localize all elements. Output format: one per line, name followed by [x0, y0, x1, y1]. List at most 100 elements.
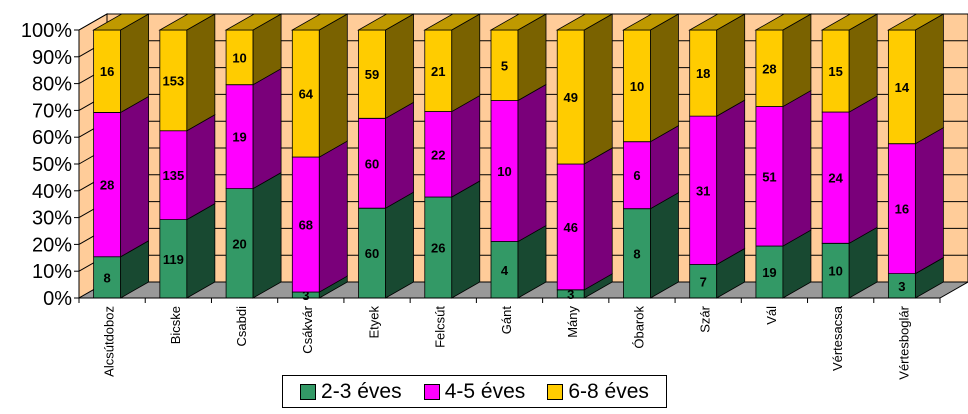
data-label: 14	[895, 80, 910, 95]
y-tick-label: 80%	[32, 74, 72, 96]
data-label: 7	[700, 274, 707, 289]
bar-stack: 7 31 18	[688, 13, 747, 299]
y-tick-label: 90%	[32, 47, 72, 69]
x-tick-label: Mány	[565, 306, 580, 338]
data-label: 31	[696, 183, 710, 198]
x-axis-tick-labels: Alcsútdoboz Bicske Csabdi Csákvár Etyek Felcs…	[102, 305, 912, 379]
data-label: 10	[497, 164, 511, 179]
bar-segment: 18	[688, 13, 747, 117]
data-label: 10	[828, 264, 842, 279]
bar-segment: 51	[755, 89, 812, 247]
data-label: 60	[365, 156, 379, 171]
bar-top	[489, 13, 548, 31]
bar-segment: 4	[490, 224, 547, 299]
legend-label-4-5: 4-5 éves	[444, 379, 526, 403]
data-label: 59	[365, 67, 379, 82]
x-tick-label: Etyek	[366, 306, 381, 339]
bar-segment: 68	[291, 140, 348, 293]
data-label: 64	[299, 87, 314, 102]
legend-item-6-8: 6-8 éves	[547, 380, 649, 404]
bar-side	[318, 13, 348, 158]
gridline	[78, 13, 968, 31]
bar-stack: 3 16 14	[886, 13, 945, 299]
bar-side	[120, 13, 150, 114]
bar-top	[820, 13, 879, 31]
bar-side	[583, 147, 613, 291]
data-label: 49	[563, 90, 577, 105]
data-label: 28	[762, 61, 776, 76]
y-tick-label: 10%	[32, 261, 72, 283]
bars: 8281611913515320191036864606059262221410…	[92, 13, 945, 303]
bar-side	[650, 13, 679, 143]
bar-segment: 10	[490, 83, 547, 243]
data-label: 10	[232, 50, 246, 65]
legend-label-2-3: 2-3 éves	[321, 379, 402, 403]
data-label: 21	[431, 64, 445, 79]
data-label: 18	[696, 66, 710, 81]
x-tick-label: Alcsútdoboz	[102, 306, 117, 377]
bar-stack: 20 19 10	[224, 13, 283, 299]
bar-stack: 19 51 28	[754, 13, 813, 299]
bar-side	[848, 13, 878, 113]
bar-side	[451, 13, 481, 113]
bar-top	[290, 13, 349, 31]
data-label: 3	[567, 287, 574, 302]
bar-segment: 21	[423, 13, 482, 113]
bar-stack: 8 6 10	[621, 13, 680, 299]
bar-side	[583, 13, 613, 165]
x-tick-label: Csabdi	[234, 306, 249, 347]
bar-top	[886, 13, 945, 31]
data-label: 119	[163, 252, 184, 267]
bar-side	[385, 191, 414, 299]
data-label: 3	[302, 288, 309, 303]
bar-segment: 31	[689, 99, 746, 266]
x-tick-label: Vál	[764, 306, 779, 325]
bar-side	[186, 114, 216, 221]
bar-side	[914, 127, 944, 275]
data-label: 8	[103, 270, 110, 285]
bar-segment: 60	[358, 101, 414, 209]
bar-side	[650, 191, 679, 299]
bar-top	[621, 13, 680, 31]
bar-top	[92, 13, 151, 31]
x-tick-label: Gánt	[499, 306, 514, 335]
legend-label-6-8: 6-8 éves	[568, 379, 649, 403]
data-label: 28	[100, 178, 114, 193]
bar-top	[357, 13, 416, 31]
bar-segment: 3	[291, 275, 348, 303]
data-label: 15	[828, 64, 842, 79]
data-label: 8	[633, 246, 640, 261]
bar-segment: 5	[489, 13, 548, 102]
y-tick-label: 100%	[21, 20, 72, 42]
bar-top	[555, 13, 614, 31]
y-axis-tick-labels: 0% 10% 20% 30% 40% 50% 60% 70% 80% 90% 100%	[21, 20, 72, 310]
bar-side	[716, 13, 746, 117]
y-tick-label: 0%	[43, 288, 72, 310]
bar-side	[252, 68, 282, 190]
bar-side	[186, 202, 216, 299]
data-label: 20	[232, 236, 246, 251]
bar-segment: 10	[821, 226, 878, 299]
bar-segment: 26	[424, 180, 481, 299]
bar-segment: 3	[887, 256, 944, 299]
x-tick-label: Felcsút	[433, 306, 448, 348]
legend-swatch-4-5	[423, 383, 440, 400]
legend-item-4-5: 4-5 éves	[423, 379, 526, 404]
data-label: 135	[162, 168, 184, 183]
y-tick-label: 70%	[32, 100, 72, 122]
x-tick-label: Vértesboglár	[896, 305, 911, 379]
bar-stack: 10 24 15	[820, 13, 879, 299]
bar-segment: 49	[555, 13, 614, 165]
bar-side	[385, 101, 414, 209]
legend-swatch-2-3	[300, 383, 317, 400]
bar-segment: 19	[755, 229, 812, 299]
bar-side	[120, 95, 150, 258]
bar-side	[782, 89, 812, 247]
data-label: 68	[299, 218, 313, 233]
bar-segment: 15	[820, 13, 879, 113]
bar-segment: 64	[290, 13, 349, 158]
data-label: 22	[431, 147, 445, 162]
bar-segment: 59	[357, 13, 416, 120]
bar-segment: 20	[225, 171, 282, 299]
bar-stack: 8 28 16	[92, 13, 151, 299]
